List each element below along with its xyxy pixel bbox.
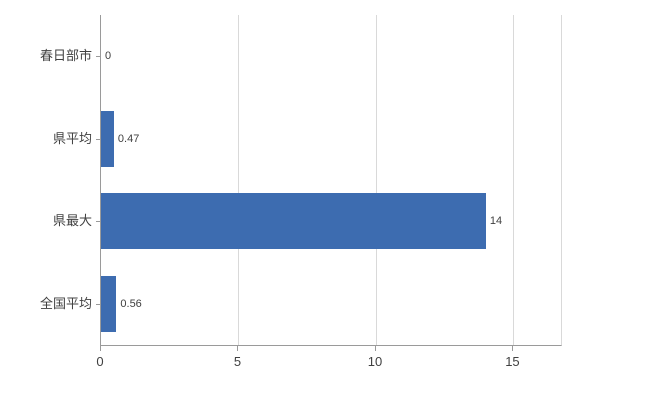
y-axis-category-label: 県最大: [52, 213, 92, 229]
y-axis-category-label: 春日部市: [39, 48, 92, 64]
x-axis-tick-label: 15: [505, 354, 520, 369]
y-axis-category-label: 県平均: [52, 130, 92, 146]
bar-value-label: 0.56: [120, 297, 142, 310]
bar-value-label: 14: [489, 215, 503, 228]
y-axis-tick: [96, 303, 100, 305]
bar-value-label: 0.47: [117, 132, 140, 145]
x-axis-tick-label: 5: [233, 354, 242, 369]
x-axis-tick: [374, 346, 376, 351]
x-axis-tick-label: 10: [367, 354, 383, 369]
y-axis-category-label: 全国平均: [39, 295, 92, 311]
bar: [101, 110, 114, 167]
x-axis-tick: [237, 346, 239, 351]
x-axis-tick: [100, 346, 101, 351]
y-axis-tick: [96, 56, 100, 58]
y-axis-tick: [96, 138, 100, 140]
x-axis-tick-label: 0: [96, 354, 104, 369]
bar-value-label: 0: [105, 50, 112, 63]
gridline: [513, 15, 515, 345]
bar: [101, 275, 117, 332]
gridline: [238, 15, 240, 345]
y-axis-tick: [96, 221, 100, 223]
bar: [101, 193, 486, 250]
gridline: [375, 15, 377, 345]
plot-area: 0 0.47 14 0.56: [100, 15, 562, 346]
x-axis-tick: [512, 346, 514, 351]
